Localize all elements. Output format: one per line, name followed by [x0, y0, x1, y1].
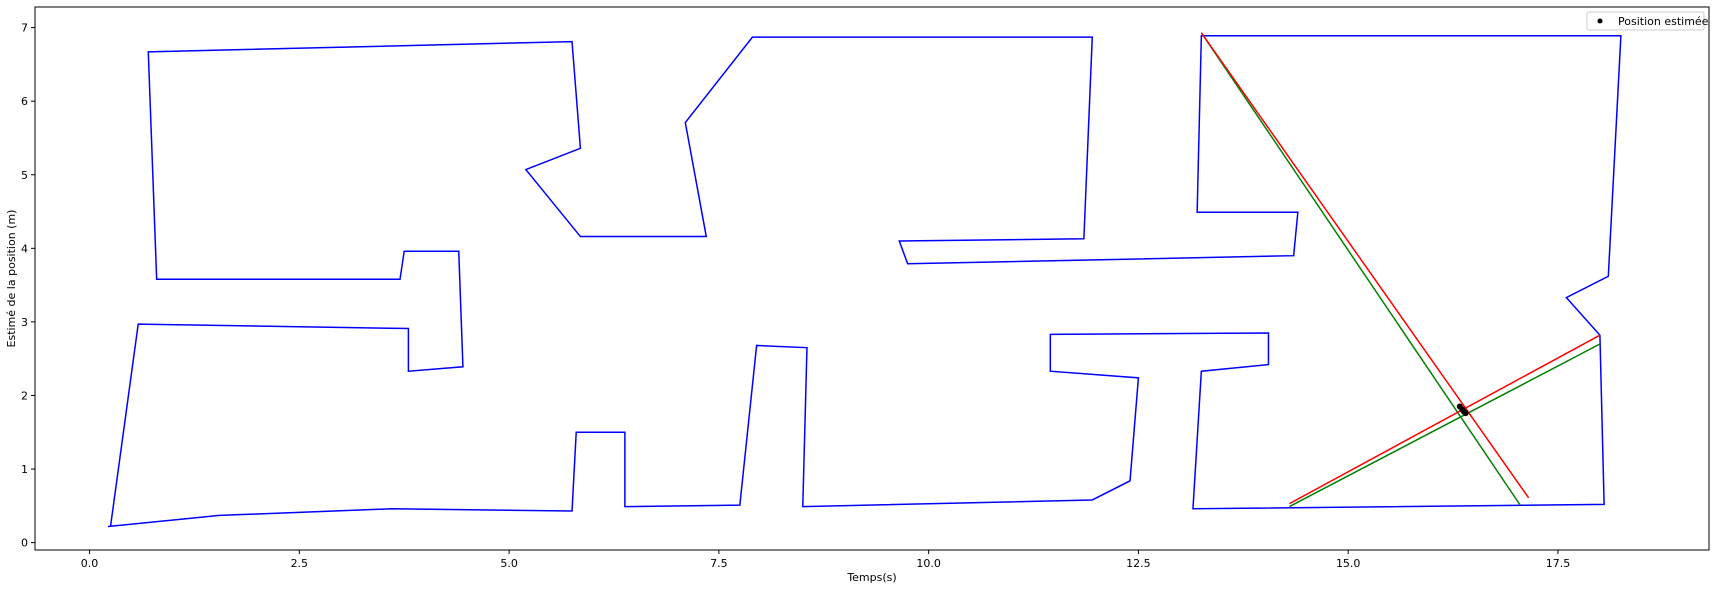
y-tick-label: 2	[21, 389, 28, 402]
x-axis-ticks: 0.0 2.5 5.0 7.5 10.0 12.5 15.0 17.5	[81, 550, 1570, 570]
x-tick-label: 0.0	[81, 557, 99, 570]
red-ray	[1200, 32, 1530, 499]
estimated-position-point	[1462, 410, 1469, 417]
legend-entry-label: Position estimée	[1618, 15, 1709, 28]
green-ray	[1289, 343, 1601, 508]
y-axis-ticks: 0 1 2 3 4 5 6 7	[21, 22, 35, 550]
walls-layer	[107, 34, 1622, 528]
legend-marker	[1597, 18, 1603, 24]
x-tick-label: 15.0	[1336, 557, 1361, 570]
legend-box	[1586, 11, 1705, 31]
plot-frame	[34, 6, 1710, 551]
red-ray	[1289, 334, 1601, 505]
x-tick-label: 7.5	[710, 557, 728, 570]
green-ray	[1200, 32, 1521, 506]
y-tick-label: 3	[21, 316, 28, 329]
y-tick-label: 7	[21, 22, 28, 35]
x-axis-label: Temps(s)	[846, 571, 896, 584]
rays-layer	[1200, 32, 1601, 508]
x-tick-label: 5.0	[500, 557, 518, 570]
wall-outline	[107, 34, 1622, 528]
y-tick-label: 0	[21, 537, 28, 550]
x-tick-label: 12.5	[1126, 557, 1151, 570]
x-tick-label: 10.0	[916, 557, 941, 570]
y-tick-label: 6	[21, 95, 28, 108]
y-axis-label: Estimé de la position (m)	[5, 210, 18, 348]
y-tick-label: 1	[21, 463, 28, 476]
legend: Position estimée	[1586, 11, 1709, 31]
x-tick-label: 2.5	[291, 557, 309, 570]
points-layer	[1456, 403, 1469, 417]
y-tick-label: 5	[21, 169, 28, 182]
x-tick-label: 17.5	[1546, 557, 1571, 570]
y-tick-label: 4	[21, 242, 28, 255]
